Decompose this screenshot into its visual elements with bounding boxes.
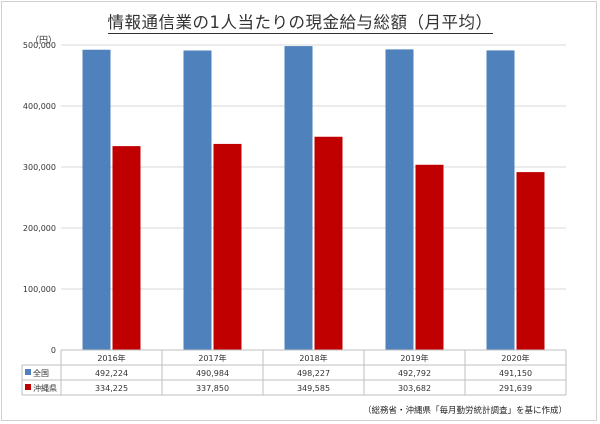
bar-national	[486, 50, 515, 350]
data-label: 491,150	[499, 369, 532, 378]
data-label: 492,224	[95, 369, 128, 378]
x-tick-label: 2019年	[400, 353, 428, 363]
data-label: 490,984	[196, 369, 229, 378]
data-label: 291,639	[499, 384, 532, 393]
y-tick-label: 300,000	[23, 163, 56, 172]
data-label: 337,850	[196, 384, 229, 393]
data-label: 349,585	[297, 384, 330, 393]
y-tick-label: 500,000	[23, 41, 56, 50]
bar-okinawa	[516, 172, 545, 350]
y-tick-label: 0	[51, 346, 56, 355]
bar-national	[82, 49, 111, 351]
source-note: （総務省・沖縄県「毎月勤労統計調査」を基に作成）	[362, 406, 567, 416]
chart-title: 情報通信業の1人当たりの現金給与総額（月平均）	[107, 13, 493, 34]
data-label: 498,227	[297, 369, 330, 378]
data-label: 303,682	[398, 384, 431, 393]
bar-okinawa	[112, 146, 141, 350]
x-tick-label: 2016年	[97, 353, 125, 363]
y-axis-unit: （円）	[30, 36, 58, 46]
x-tick-label: 2020年	[501, 353, 529, 363]
y-tick-label: 400,000	[23, 102, 56, 111]
legend-swatch	[25, 384, 31, 390]
y-tick-label: 200,000	[23, 224, 56, 233]
data-label: 334,225	[95, 384, 128, 393]
bar-national	[385, 49, 414, 350]
x-tick-label: 2018年	[299, 353, 327, 363]
legend-label: 全国	[33, 368, 49, 378]
y-tick-label: 100,000	[23, 285, 56, 294]
bar-national	[183, 50, 212, 351]
bar-national	[284, 46, 313, 350]
bar-okinawa	[314, 136, 343, 350]
legend-label: 沖縄県	[33, 383, 57, 393]
bar-okinawa	[415, 164, 444, 350]
bar-okinawa	[213, 143, 242, 350]
data-label: 492,792	[398, 369, 431, 378]
legend-swatch	[25, 369, 31, 375]
x-tick-label: 2017年	[198, 353, 226, 363]
